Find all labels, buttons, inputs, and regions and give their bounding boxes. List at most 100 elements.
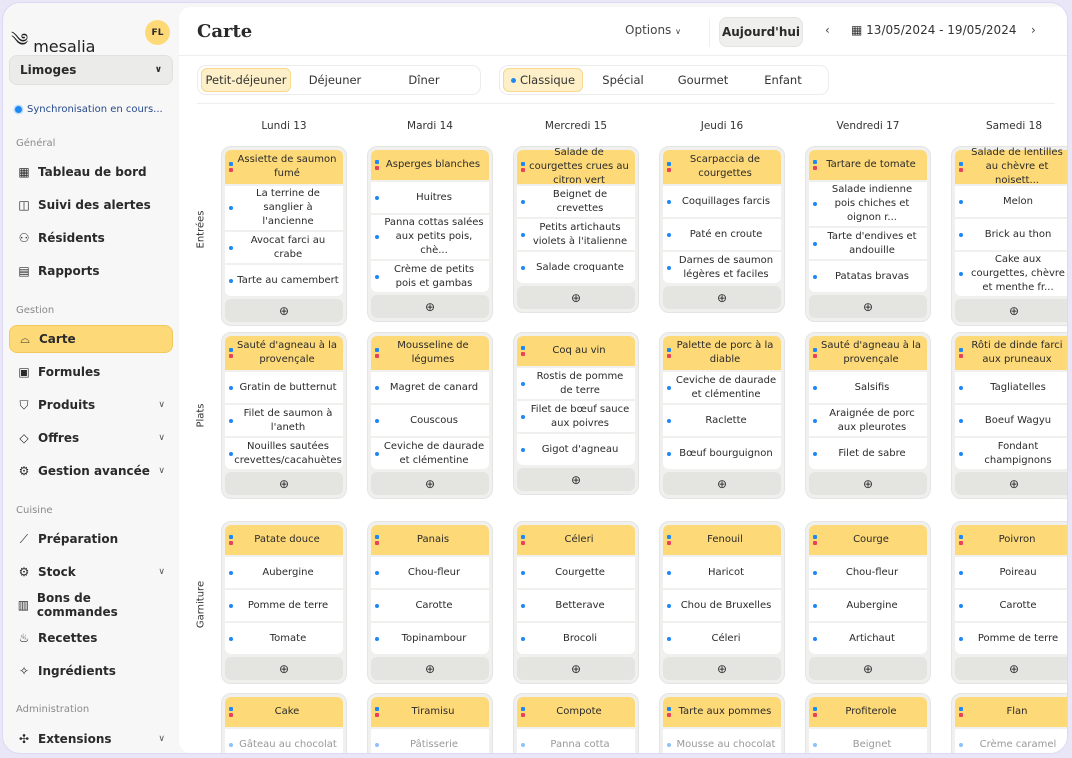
sidebar-item-recettes[interactable]: ♨ Recettes (9, 624, 173, 652)
menu-item[interactable]: Beignet (809, 729, 927, 753)
menu-item[interactable]: Crème caramel (955, 729, 1067, 753)
menu-item[interactable]: Beignet de crevettes (517, 186, 635, 217)
card-header[interactable]: Sauté d'agneau à la provençale (225, 336, 343, 370)
menu-item[interactable]: Pâtisserie (371, 729, 489, 753)
sidebar-item-tableau-de-bord[interactable]: ▦ Tableau de bord (9, 158, 173, 186)
card-header[interactable]: Panais (371, 525, 489, 555)
card-header[interactable]: Flan (955, 697, 1067, 727)
menu-item[interactable]: Panna cottas salées aux petits pois, chè… (371, 215, 489, 259)
sidebar-item-offres[interactable]: ◇ Offres ∨ (9, 424, 173, 452)
sidebar-item-suivi-des-alertes[interactable]: ◫ Suivi des alertes (9, 191, 173, 219)
card-header[interactable]: Profiterole (809, 697, 927, 727)
menu-item[interactable]: Coquillages farcis (663, 186, 781, 217)
tab-enfant[interactable]: Enfant (743, 68, 823, 92)
add-item-button[interactable]: ⊕ (955, 299, 1067, 322)
card-header[interactable]: Assiette de saumon fumé (225, 150, 343, 184)
tab-déjeuner[interactable]: Déjeuner (308, 73, 362, 87)
sidebar-item-carte[interactable]: ⌓ Carte (9, 325, 173, 353)
menu-item[interactable]: Brocoli (517, 623, 635, 654)
menu-item[interactable]: Ceviche de daurade et clémentine (371, 438, 489, 469)
menu-item[interactable]: Salade croquante (517, 252, 635, 283)
tab-gourmet[interactable]: Gourmet (663, 68, 743, 92)
card-header[interactable]: Fenouil (663, 525, 781, 555)
menu-item[interactable]: Huitres (371, 182, 489, 213)
menu-item[interactable]: Aubergine (809, 590, 927, 621)
site-select[interactable]: Limoges ∨ (9, 55, 173, 85)
card-header[interactable]: Poivron (955, 525, 1067, 555)
card-header[interactable]: Scarpaccia de courgettes (663, 150, 781, 184)
next-week-button[interactable]: › (1031, 23, 1036, 37)
menu-item[interactable]: Gratin de butternut (225, 372, 343, 403)
menu-item[interactable]: Couscous (371, 405, 489, 436)
card-header[interactable]: Tarte aux pommes (663, 697, 781, 727)
add-item-button[interactable]: ⊕ (663, 286, 781, 309)
menu-item[interactable]: Topinambour (371, 623, 489, 654)
menu-item[interactable]: Rostis de pomme de terre (517, 368, 635, 399)
add-item-button[interactable]: ⊕ (517, 286, 635, 309)
menu-item[interactable]: Petits artichauts violets à l'italienne (517, 219, 635, 250)
sidebar-item-produits[interactable]: ⛉ Produits ∨ (9, 391, 173, 419)
menu-item[interactable]: Courgette (517, 557, 635, 588)
date-range-picker[interactable]: ▦ 13/05/2024 - 19/05/2024 (851, 23, 1016, 37)
options-button[interactable]: Options ∨ (625, 23, 681, 37)
menu-item[interactable]: Filet de saumon à l'aneth (225, 405, 343, 436)
add-item-button[interactable]: ⊕ (371, 472, 489, 495)
sidebar-item-bons-de-commandes[interactable]: ▥ Bons de commandes (9, 591, 173, 619)
menu-item[interactable]: Raclette (663, 405, 781, 436)
add-item-button[interactable]: ⊕ (955, 657, 1067, 680)
sidebar-item-formules[interactable]: ▣ Formules (9, 358, 173, 386)
add-item-button[interactable]: ⊕ (371, 657, 489, 680)
menu-item[interactable]: Avocat farci au crabe (225, 232, 343, 263)
menu-item[interactable]: Gâteau au chocolat (225, 729, 343, 753)
menu-item[interactable]: Carotte (371, 590, 489, 621)
card-header[interactable]: Rôti de dinde farci aux pruneaux (955, 336, 1067, 370)
card-header[interactable]: Salade de courgettes crues au citron ver… (517, 147, 635, 186)
menu-item[interactable]: Panna cotta (517, 729, 635, 753)
tab-classique[interactable]: Classique (503, 68, 583, 92)
add-item-button[interactable]: ⊕ (225, 657, 343, 680)
menu-item[interactable]: Nouilles sautées crevettes/cacahuètes (225, 438, 343, 469)
menu-item[interactable]: Artichaut (809, 623, 927, 654)
menu-item[interactable]: Darnes de saumon légères et faciles (663, 252, 781, 283)
menu-item[interactable]: Betterave (517, 590, 635, 621)
add-item-button[interactable]: ⊕ (371, 295, 489, 318)
sidebar-item-residents[interactable]: ⚇ Résidents (9, 224, 173, 252)
card-header[interactable]: Sauté d'agneau à la provençale (809, 336, 927, 370)
menu-item[interactable]: Salsifis (809, 372, 927, 403)
add-item-button[interactable]: ⊕ (809, 472, 927, 495)
card-header[interactable]: Salade de lentilles au chèvre et noisett… (955, 147, 1067, 186)
menu-item[interactable]: Carotte (955, 590, 1067, 621)
sidebar-item-gestion-avancee[interactable]: ⚙ Gestion avancée ∨ (9, 457, 173, 485)
menu-item[interactable]: Mousse au chocolat (663, 729, 781, 753)
tab-spécial[interactable]: Spécial (583, 68, 663, 92)
menu-item[interactable]: Haricot (663, 557, 781, 588)
card-header[interactable]: Mousseline de légumes (371, 336, 489, 370)
menu-item[interactable]: Pomme de terre (225, 590, 343, 621)
add-item-button[interactable]: ⊕ (663, 657, 781, 680)
previous-week-button[interactable]: ‹ (825, 23, 830, 37)
menu-item[interactable]: Magret de canard (371, 372, 489, 403)
sidebar-item-ingredients[interactable]: ✧ Ingrédients (9, 657, 173, 685)
add-item-button[interactable]: ⊕ (955, 472, 1067, 495)
today-button[interactable]: Aujourd'hui (719, 17, 803, 47)
menu-item[interactable]: Boeuf Wagyu (955, 405, 1067, 436)
menu-item[interactable]: Tagliatelles (955, 372, 1067, 403)
card-header[interactable]: Céleri (517, 525, 635, 555)
menu-item[interactable]: Aubergine (225, 557, 343, 588)
menu-item[interactable]: Fondant champignons (955, 438, 1067, 469)
add-item-button[interactable]: ⊕ (225, 472, 343, 495)
menu-item[interactable]: Paté en croute (663, 219, 781, 250)
sidebar-item-rapports[interactable]: ▤ Rapports (9, 257, 173, 285)
sidebar-item-extensions[interactable]: ✣ Extensions ∨ (9, 725, 173, 753)
menu-item[interactable]: Ceviche de daurade et clémentine (663, 372, 781, 403)
sidebar-item-stock[interactable]: ⚙ Stock ∨ (9, 558, 173, 586)
menu-item[interactable]: Tarte au camembert (225, 265, 343, 296)
menu-item[interactable]: Filet de bœuf sauce aux poivres (517, 401, 635, 432)
menu-item[interactable]: Tarte d'endives et andouille (809, 228, 927, 259)
menu-item[interactable]: Patatas bravas (809, 261, 927, 292)
add-item-button[interactable]: ⊕ (809, 657, 927, 680)
tab-dîner[interactable]: Dîner (408, 73, 440, 87)
card-header[interactable]: Courge (809, 525, 927, 555)
add-item-button[interactable]: ⊕ (809, 295, 927, 318)
sidebar-item-preparation[interactable]: ⟋ Préparation (9, 525, 173, 553)
